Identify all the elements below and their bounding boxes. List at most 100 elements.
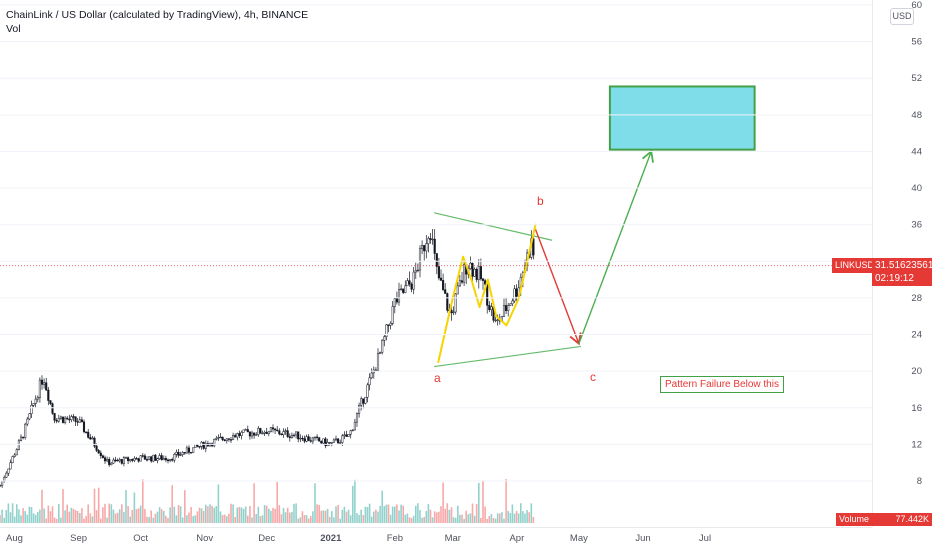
volume-bar — [205, 504, 207, 523]
volume-bar — [328, 516, 331, 523]
candle-body — [271, 427, 275, 430]
volume-bar — [177, 505, 180, 523]
candle-body — [313, 436, 317, 439]
candle-body — [410, 283, 413, 290]
candle-body — [198, 446, 201, 448]
candle-body — [133, 458, 136, 461]
candle-body — [429, 238, 432, 240]
candle-body — [290, 435, 293, 438]
volume-bar — [60, 517, 62, 523]
volume-bar — [221, 514, 224, 523]
volume-bar — [131, 509, 134, 523]
time-tick-label: May — [570, 533, 588, 544]
volume-bar — [171, 485, 173, 523]
volume-bar — [240, 507, 243, 523]
candle-body — [446, 293, 449, 311]
candle-body — [112, 459, 115, 464]
candle-body — [190, 452, 193, 454]
price-chart[interactable] — [0, 0, 872, 527]
volume-bar — [160, 509, 163, 523]
volume-bar — [457, 505, 459, 523]
pattern-failure-note[interactable]: Pattern Failure Below this — [660, 376, 784, 393]
volume-bar — [419, 510, 421, 523]
candle-body — [395, 298, 398, 303]
price-tick-label: 56 — [911, 37, 922, 48]
candle-body — [412, 271, 415, 290]
candle-body — [379, 352, 382, 354]
volume-bar — [223, 514, 226, 523]
candle-body — [343, 434, 346, 437]
candle-body — [114, 459, 117, 462]
volume-bar — [142, 479, 144, 523]
volume-tag: Volume 77.442K — [836, 513, 932, 526]
candle-body — [236, 433, 239, 438]
candle-body — [376, 353, 380, 371]
candle-body — [330, 442, 333, 444]
volume-bar — [335, 506, 337, 523]
candle-body — [148, 456, 151, 460]
candle-body — [250, 432, 254, 437]
volume-bar — [236, 507, 239, 523]
candle-body — [154, 454, 157, 461]
volume-bar — [228, 513, 230, 523]
volume-bar — [39, 509, 41, 523]
candle-body — [366, 384, 369, 398]
candle-body — [76, 421, 79, 423]
candle-body — [433, 238, 436, 254]
candle-body — [481, 278, 485, 281]
volume-bar — [34, 514, 37, 523]
candle-body — [5, 472, 8, 478]
volume-bar — [530, 503, 533, 523]
volume-bar — [53, 517, 56, 523]
volume-bar — [310, 516, 312, 523]
candle-body — [122, 457, 125, 464]
candle-body — [80, 419, 83, 423]
volume-bar — [454, 517, 457, 523]
volume-bar — [352, 485, 354, 523]
volume-bar — [230, 503, 232, 523]
candle-body — [183, 452, 186, 454]
candle-body — [185, 447, 188, 454]
volume-bar — [257, 506, 260, 523]
currency-badge[interactable]: USD — [890, 8, 914, 25]
volume-bar — [417, 503, 419, 523]
candle-body — [38, 379, 41, 398]
volume-bar — [28, 506, 31, 523]
volume-bar — [461, 514, 463, 523]
candle-body — [292, 434, 296, 437]
volume-bar — [526, 510, 528, 523]
volume-bar — [263, 505, 266, 523]
volume-bar — [215, 506, 218, 523]
symbol-title: ChainLink / US Dollar (calculated by Tra… — [6, 9, 309, 21]
candle-body — [17, 440, 20, 450]
drawings[interactable] — [434, 85, 756, 368]
candle-body — [309, 440, 312, 442]
candle-body — [427, 238, 430, 244]
time-axis[interactable]: Aug Sep Oct Nov Dec 2021 Feb Mar Apr May Jun Jul — [0, 526, 932, 550]
candle-body — [435, 253, 438, 267]
candle-body — [175, 451, 178, 455]
volume-bar — [307, 518, 310, 523]
volume-bar — [207, 506, 209, 523]
candle-body — [511, 300, 514, 305]
candle-body — [358, 405, 361, 414]
volume-bar — [45, 518, 47, 523]
volume-bar — [30, 507, 33, 523]
candle-body — [234, 435, 237, 438]
chart-plot-area[interactable] — [0, 0, 872, 527]
candle-body — [385, 324, 388, 337]
candle-body — [68, 418, 71, 421]
candle-body — [99, 452, 102, 457]
volume-bar — [375, 509, 377, 523]
candle-body — [334, 438, 338, 441]
volume-bar — [484, 506, 486, 523]
volume-bar — [64, 510, 66, 523]
volume-bar — [188, 512, 190, 523]
volume-bar — [450, 507, 453, 523]
candle-body — [456, 285, 459, 295]
volume-bar — [7, 503, 10, 523]
volume-bar — [501, 512, 503, 523]
volume-bar — [274, 508, 276, 523]
volume-bar — [297, 518, 299, 523]
volume-bar — [442, 482, 444, 523]
